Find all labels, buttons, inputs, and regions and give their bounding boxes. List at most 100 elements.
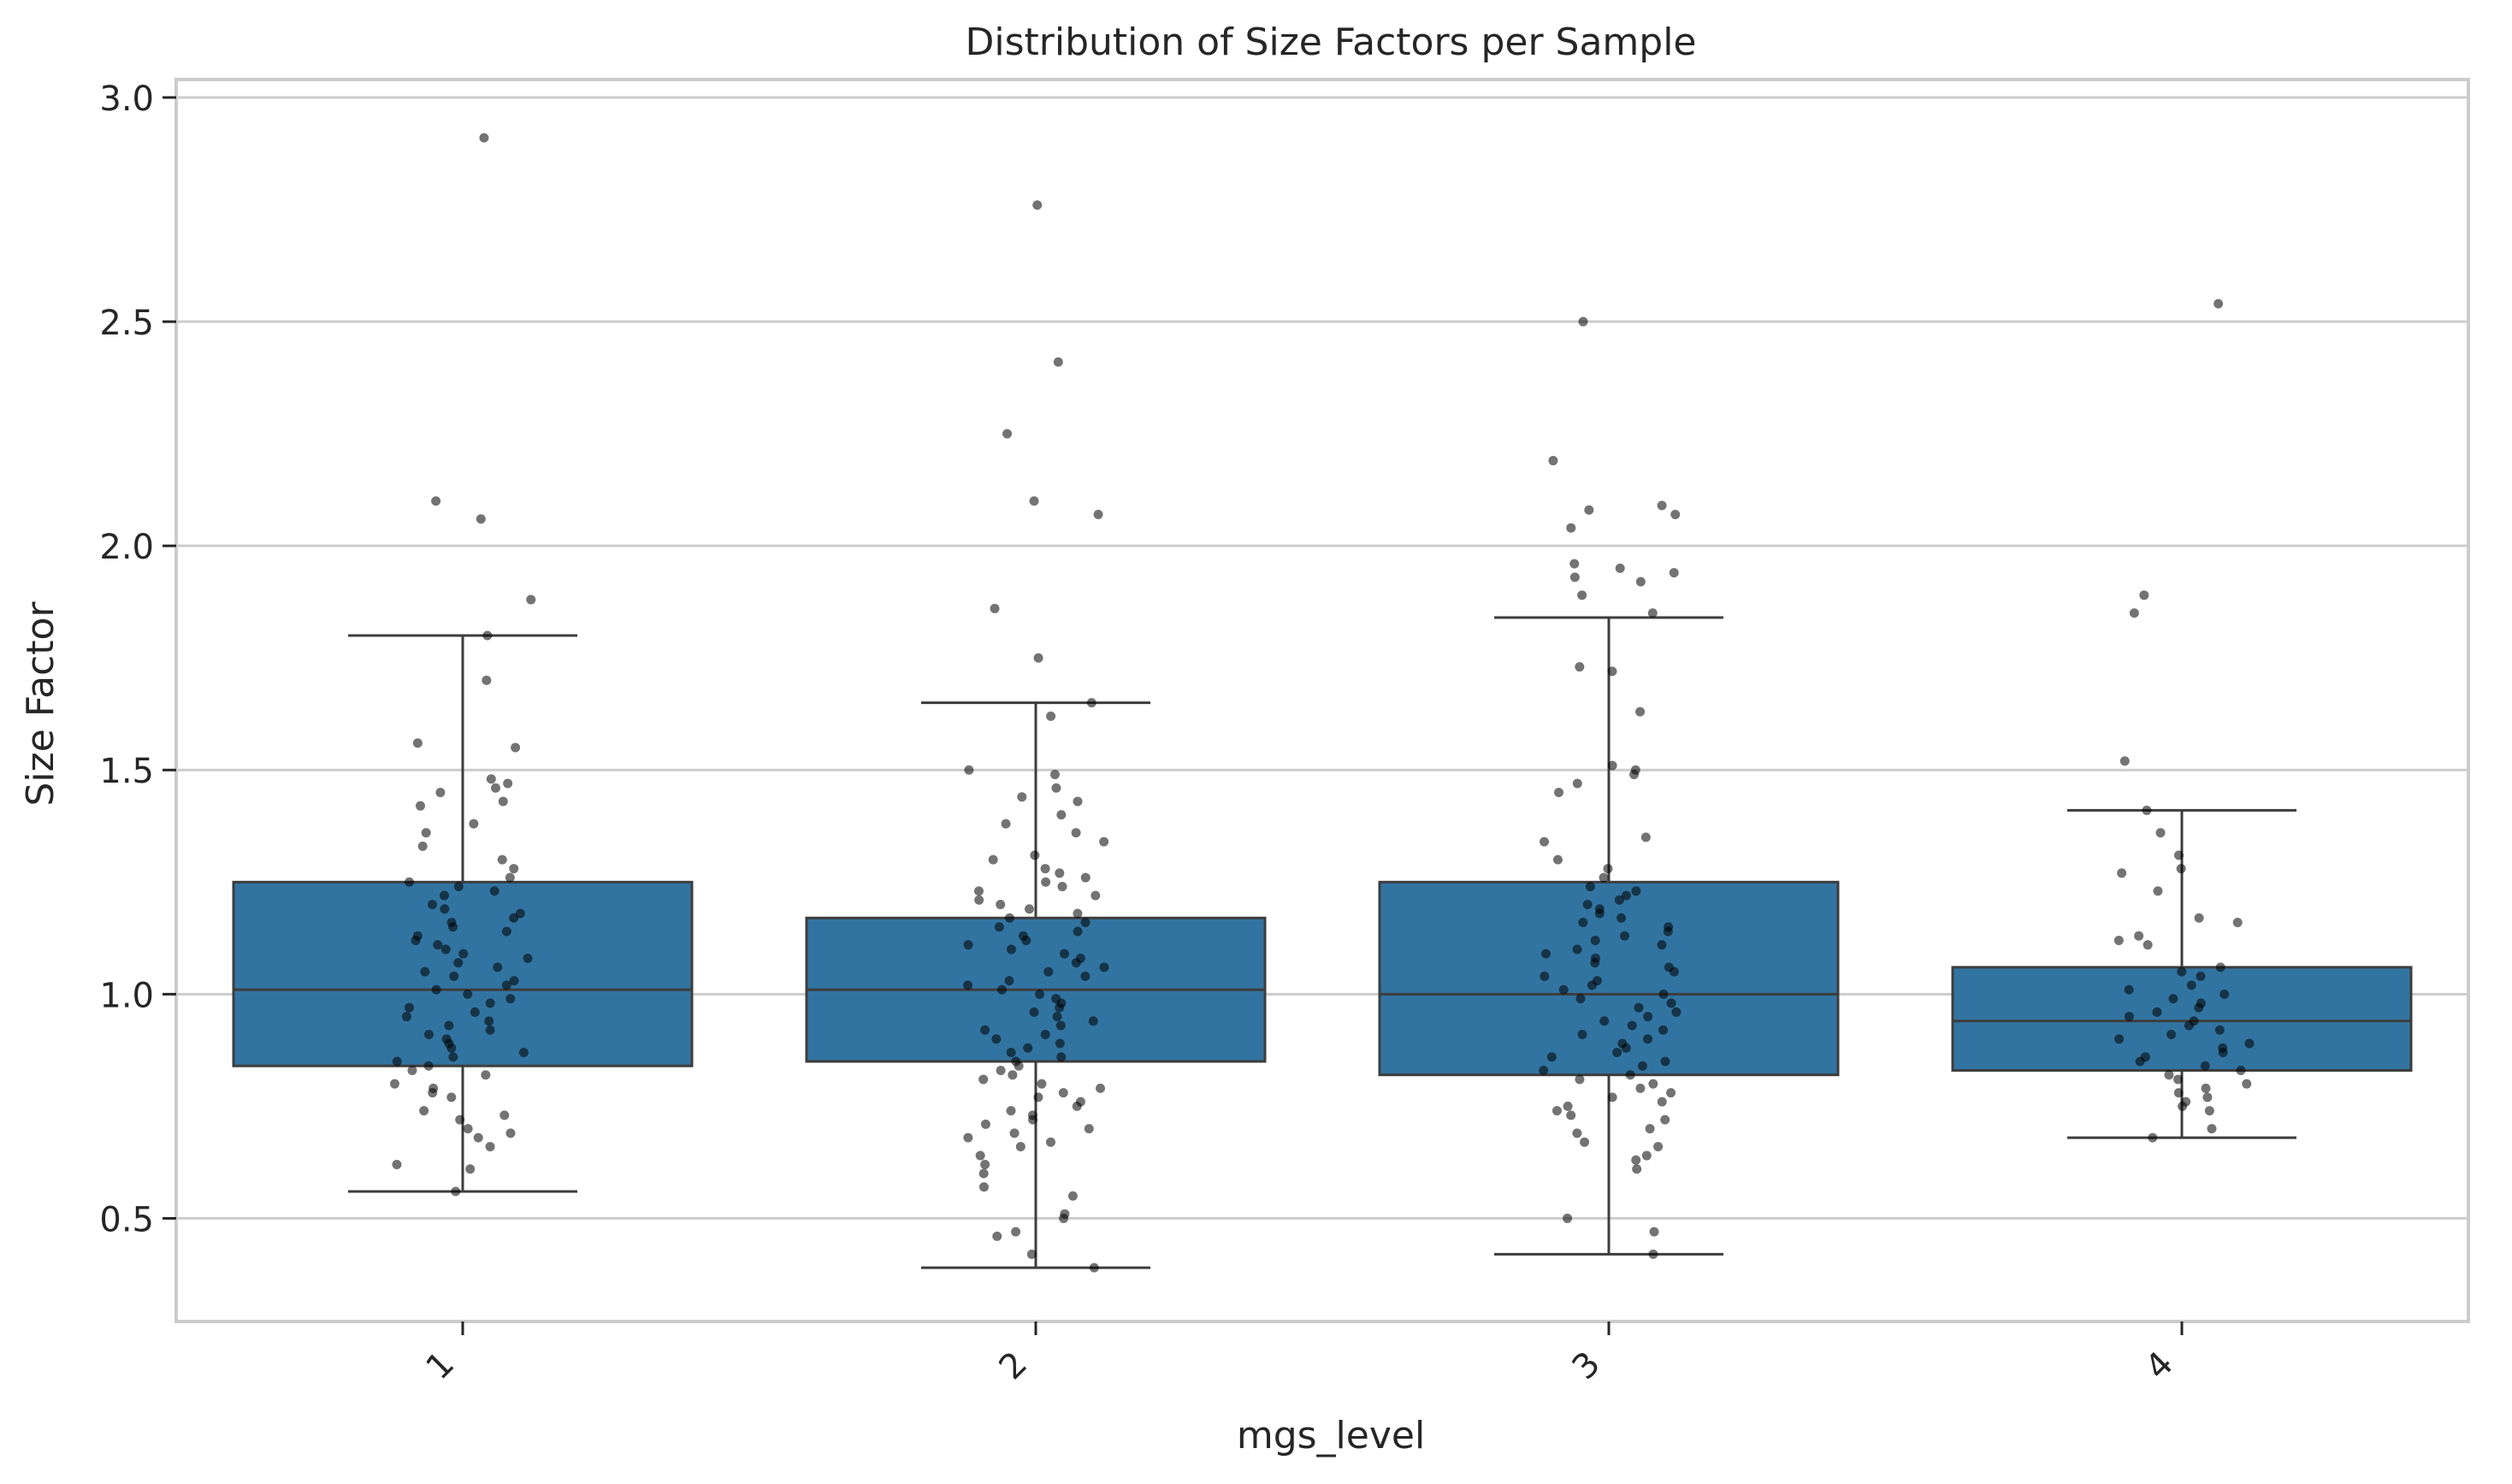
data-point [439, 890, 449, 901]
data-point [481, 1070, 491, 1080]
data-point [2142, 805, 2152, 815]
data-point [1539, 1065, 1549, 1075]
data-point [992, 1231, 1002, 1241]
data-point [1028, 1114, 1038, 1125]
y-tick-label: 1.5 [99, 752, 154, 791]
data-point [1035, 989, 1045, 999]
data-point [1634, 1002, 1644, 1013]
data-point [412, 738, 423, 748]
data-point [1006, 1047, 1016, 1057]
data-point [469, 819, 479, 829]
data-point [2166, 1030, 2177, 1040]
data-point [996, 900, 1006, 910]
data-point [1540, 837, 1550, 847]
data-point [1660, 1114, 1670, 1125]
data-point [482, 675, 492, 685]
data-point [1594, 908, 1605, 919]
data-point [449, 971, 459, 981]
data-point [1563, 1213, 1573, 1223]
x-axis-label: mgs_level [1237, 1414, 1425, 1457]
data-point [1635, 707, 1646, 717]
data-point [1072, 1101, 1082, 1111]
data-point [2114, 1034, 2125, 1044]
data-point [1648, 1079, 1658, 1089]
data-point [1024, 904, 1034, 914]
data-point [1030, 850, 1040, 860]
data-point [407, 1065, 417, 1075]
data-point [1569, 559, 1580, 569]
data-point [515, 908, 525, 919]
data-point [1096, 1083, 1106, 1093]
data-point [1619, 931, 1629, 941]
data-point [1578, 917, 1588, 927]
data-point [1635, 1083, 1646, 1093]
data-point [2148, 1132, 2158, 1143]
data-point [1563, 1101, 1573, 1111]
data-point [988, 854, 998, 865]
data-point [1040, 864, 1050, 874]
data-point [1043, 967, 1054, 977]
data-point [2124, 1012, 2134, 1022]
data-point [1060, 949, 1070, 959]
data-point [435, 787, 446, 797]
data-point [401, 1012, 411, 1022]
data-point [978, 1074, 989, 1085]
data-point [1023, 1043, 1033, 1053]
data-point [963, 980, 973, 990]
data-point [1071, 828, 1081, 838]
data-point [505, 994, 516, 1004]
data-point [411, 935, 421, 945]
data-point [1575, 1074, 1585, 1085]
box-iqr-4 [1951, 966, 2413, 1072]
data-point [2242, 1079, 2252, 1089]
data-point [991, 1034, 1002, 1044]
y-axis-label: Size Factor [19, 601, 62, 807]
data-point [1099, 962, 1109, 973]
data-point [470, 1007, 480, 1017]
data-point [1632, 1164, 1642, 1174]
data-point [497, 854, 507, 865]
plot-frame [174, 78, 2470, 1323]
data-point [2113, 935, 2124, 945]
data-point [2173, 1074, 2184, 1085]
data-point [1585, 882, 1595, 892]
data-point [2194, 913, 2204, 923]
data-point [1093, 509, 1103, 519]
data-point [1587, 980, 1597, 990]
data-point [1032, 200, 1043, 210]
data-point [1599, 1016, 1610, 1026]
data-point [1657, 1097, 1667, 1107]
y-tick-label: 3.0 [99, 80, 154, 119]
data-point [1577, 590, 1587, 600]
data-point [431, 496, 441, 506]
data-point [490, 783, 500, 793]
data-point [2232, 917, 2243, 927]
data-point [2152, 1007, 2162, 1017]
data-point [1009, 1128, 1020, 1138]
data-point [1607, 666, 1617, 677]
data-point [980, 1119, 990, 1129]
data-point [1669, 568, 1679, 578]
data-point [963, 1132, 973, 1143]
data-point [2214, 299, 2224, 309]
data-point [1001, 819, 1011, 829]
data-point [1648, 1249, 1658, 1259]
data-point [1004, 913, 1014, 923]
data-point [1004, 976, 1014, 986]
data-point [1540, 949, 1551, 959]
data-point [1021, 935, 1031, 945]
data-point [1073, 908, 1083, 919]
data-point [489, 886, 499, 896]
data-point [1552, 1106, 1562, 1116]
data-point [1599, 872, 1609, 883]
data-point [485, 998, 495, 1008]
data-point [1046, 711, 1056, 721]
data-point [1088, 1016, 1098, 1026]
data-point [1055, 1038, 1065, 1049]
data-point [975, 1150, 985, 1161]
data-point [526, 594, 536, 605]
data-point [980, 1160, 990, 1170]
data-point [1055, 1002, 1065, 1013]
data-point [1084, 1124, 1094, 1134]
data-point [980, 1025, 990, 1035]
